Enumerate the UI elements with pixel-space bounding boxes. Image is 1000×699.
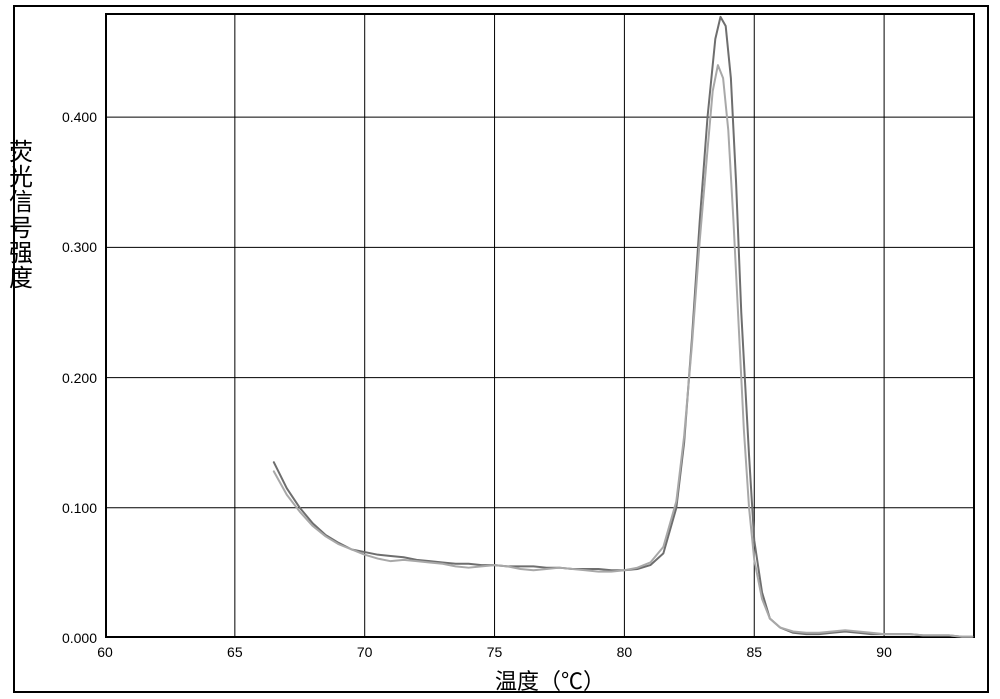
- x-tick-label: 75: [475, 644, 515, 660]
- x-tick-label: 85: [734, 644, 774, 660]
- x-tick-label: 90: [864, 644, 904, 660]
- x-axis-label: 温度（℃）: [470, 664, 630, 696]
- curve-b: [274, 65, 973, 637]
- x-axis-label-text: 温度（℃）: [495, 669, 605, 694]
- y-tick-label: 0.100: [47, 500, 97, 516]
- y-axis-label-text: 荧光信号强度: [9, 139, 33, 292]
- y-tick-label: 0.300: [47, 239, 97, 255]
- melt-curve-chart: [105, 13, 975, 638]
- curve-a: [274, 17, 973, 637]
- x-tick-label: 70: [345, 644, 385, 660]
- y-axis-label: 荧光信号强度: [8, 140, 34, 291]
- y-tick-label: 0.200: [47, 370, 97, 386]
- x-tick-label: 80: [604, 644, 644, 660]
- x-tick-label: 60: [85, 644, 125, 660]
- y-tick-label: 0.400: [47, 109, 97, 125]
- x-tick-label: 65: [215, 644, 255, 660]
